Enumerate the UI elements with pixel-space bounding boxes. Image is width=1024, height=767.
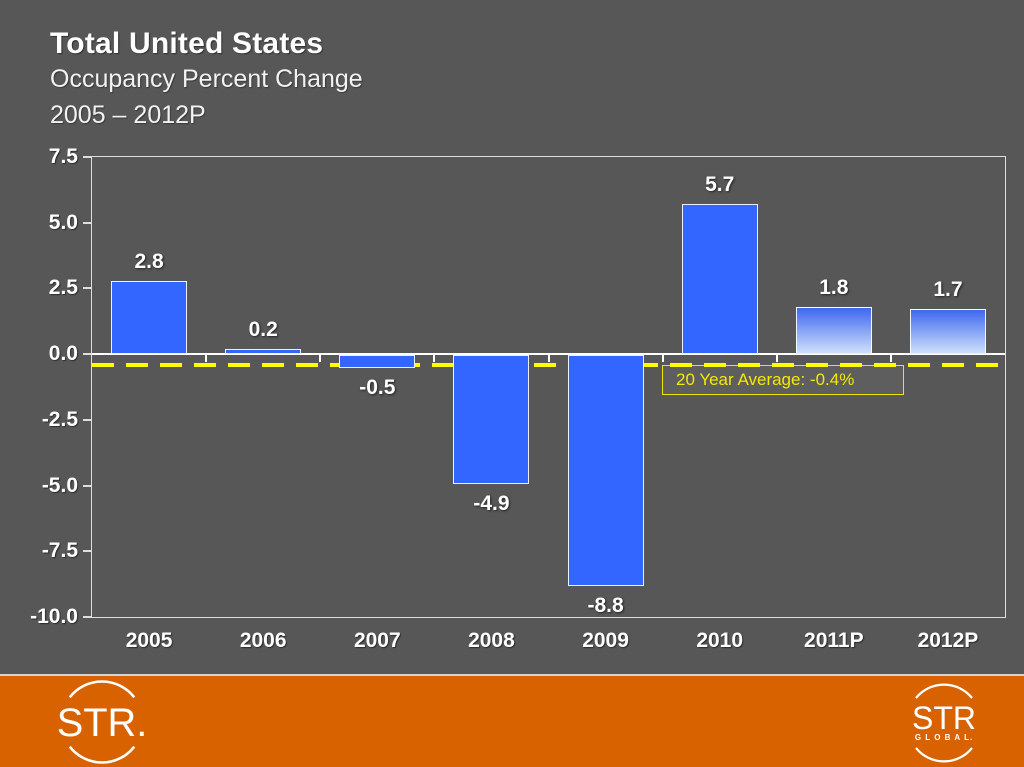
- bar-value-label: 2.8: [134, 249, 164, 273]
- bar-2005: [111, 280, 188, 355]
- x-axis-category-label: 2009: [582, 629, 629, 652]
- y-axis-tick-label: -10.0: [30, 605, 78, 628]
- bar-2009: [567, 355, 644, 587]
- bar-2006: [225, 348, 302, 355]
- logo-bottom-arc: [915, 747, 973, 763]
- bar-value-label: -4.9: [473, 491, 510, 515]
- bar-2010: [681, 204, 758, 355]
- y-axis-tick-label: 7.5: [48, 145, 78, 168]
- bar-chart-plot-area: 20 Year Average: -0.4% 7.5 5.0 2.5 0.0 -2.5 -…: [30, 145, 1006, 652]
- slide-title: Total United States: [50, 27, 324, 60]
- bar-value-label: 1.7: [933, 278, 963, 302]
- y-axis-tick-mark: [83, 550, 91, 553]
- x-axis-tick-mark: [205, 354, 208, 363]
- y-axis-tick-mark: [83, 418, 91, 421]
- footer-band: STR. STR G L O B A L.: [0, 674, 1024, 767]
- x-axis-category-label: 2011P: [804, 629, 864, 652]
- x-axis-tick-mark: [661, 354, 664, 363]
- str-logo-text: STR.: [57, 701, 148, 745]
- slide-subtitle-range: 2005 – 2012P: [50, 100, 206, 129]
- y-axis-tick-mark: [83, 156, 91, 158]
- x-axis-tick-mark: [433, 354, 436, 363]
- bar-2007: [339, 355, 416, 369]
- x-axis-tick-mark: [775, 354, 778, 363]
- bar-value-label: 1.8: [819, 275, 849, 299]
- y-axis-tick-label: -5.0: [41, 473, 78, 497]
- x-axis-category-label: 2010: [696, 629, 744, 652]
- y-axis-tick-mark: [83, 484, 91, 487]
- average-reference-dashed-line: [92, 362, 1005, 367]
- y-axis-tick-mark: [83, 287, 91, 290]
- x-axis-category-label: 2007: [353, 629, 401, 652]
- y-axis-tick-mark: [83, 616, 91, 618]
- y-axis-tick-label: 2.5: [48, 276, 78, 300]
- str-logo: STR.: [57, 680, 148, 764]
- slide-subtitle-metric: Occupancy Percent Change: [50, 65, 363, 93]
- str-global-logo: STR G L O B A L.: [912, 683, 976, 763]
- y-axis-tick-label: -7.5: [41, 539, 78, 563]
- x-axis-category-label: 2012P: [917, 629, 979, 652]
- x-axis-category-label: 2005: [125, 629, 173, 652]
- y-axis-tick-mark: [83, 353, 91, 356]
- title-block: Total United States Occupancy Percent Ch…: [50, 26, 363, 133]
- bar-2011P: [795, 306, 872, 355]
- logo-top-arc: [68, 680, 136, 699]
- x-axis-tick-mark: [319, 354, 322, 363]
- average-reference-label: 20 Year Average: -0.4%: [662, 365, 904, 395]
- x-axis-category-label: 2006: [239, 629, 287, 652]
- y-axis-tick-label: 5.0: [48, 210, 78, 234]
- bar-value-label: 5.7: [705, 173, 735, 197]
- logo-top-arc: [915, 683, 973, 699]
- x-axis-tick-mark: [547, 354, 550, 363]
- bar-value-label: -0.5: [359, 376, 396, 400]
- str-global-logo-subtext: G L O B A L.: [915, 733, 973, 742]
- y-axis-tick-mark: [83, 221, 91, 224]
- x-axis-category-label: 2008: [468, 629, 515, 652]
- str-global-logo-text: STR: [912, 700, 976, 736]
- y-axis-tick-label: 0.0: [48, 342, 78, 366]
- bar-2008: [453, 355, 530, 484]
- bar-2012P: [909, 309, 986, 355]
- x-axis-tick-mark: [889, 354, 892, 363]
- bar-value-label: 0.2: [248, 317, 278, 341]
- logo-bottom-arc: [68, 745, 136, 764]
- y-axis-tick-label: -2.5: [41, 407, 78, 431]
- bar-value-label: -8.8: [587, 594, 624, 618]
